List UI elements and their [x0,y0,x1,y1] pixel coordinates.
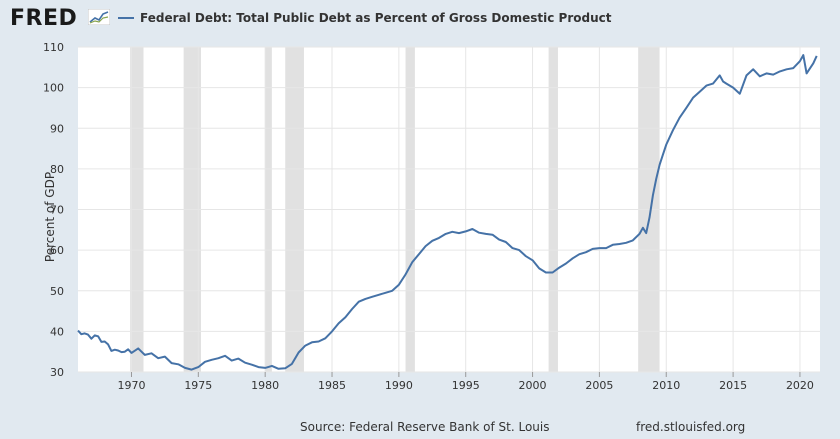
x-tick-label-2005: 2005 [585,379,613,392]
y-tick-label-110: 110 [43,41,64,54]
x-tick-label-2015: 2015 [719,379,747,392]
y-tick-label-30: 30 [50,366,64,379]
grid-lines [78,46,820,373]
footer-source: Source: Federal Reserve Bank of St. Loui… [300,420,550,434]
legend-label: Federal Debt: Total Public Debt as Perce… [140,11,612,25]
y-tick-label-60: 60 [50,244,64,257]
y-tick-label-50: 50 [50,285,64,298]
chart-legend[interactable]: Federal Debt: Total Public Debt as Perce… [118,11,611,25]
y-tick-label-40: 40 [50,325,64,338]
x-tick-label-2020: 2020 [786,379,814,392]
x-tick-label-1985: 1985 [318,379,346,392]
series-layer [77,54,818,371]
y-axis-ticks: 30 40 50 60 70 80 90 100 110 [43,41,64,379]
y-tick-label-70: 70 [50,204,64,217]
x-tick-label-1990: 1990 [385,379,413,392]
legend-swatch [118,17,134,19]
x-tick-label-1980: 1980 [251,379,279,392]
y-tick-label-90: 90 [50,122,64,135]
x-tick-label-2010: 2010 [652,379,680,392]
x-tick-label-1970: 1970 [117,379,145,392]
fred-logo[interactable]: FRED [10,6,78,31]
x-tick-label-1995: 1995 [452,379,480,392]
y-tick-label-80: 80 [50,163,64,176]
y-axis-label: Percent of GDP [43,171,58,263]
footer-url[interactable]: fred.stlouisfed.org [636,420,746,434]
line-chart-icon [88,9,110,25]
x-tick-label-1975: 1975 [184,379,212,392]
x-tick-label-2000: 2000 [519,379,547,392]
y-tick-label-100: 100 [43,82,64,95]
x-axis-ticks: 1970 1975 1980 1985 1990 1995 2000 2005 2010 2015… [117,372,814,392]
series-line-0 [77,54,818,371]
